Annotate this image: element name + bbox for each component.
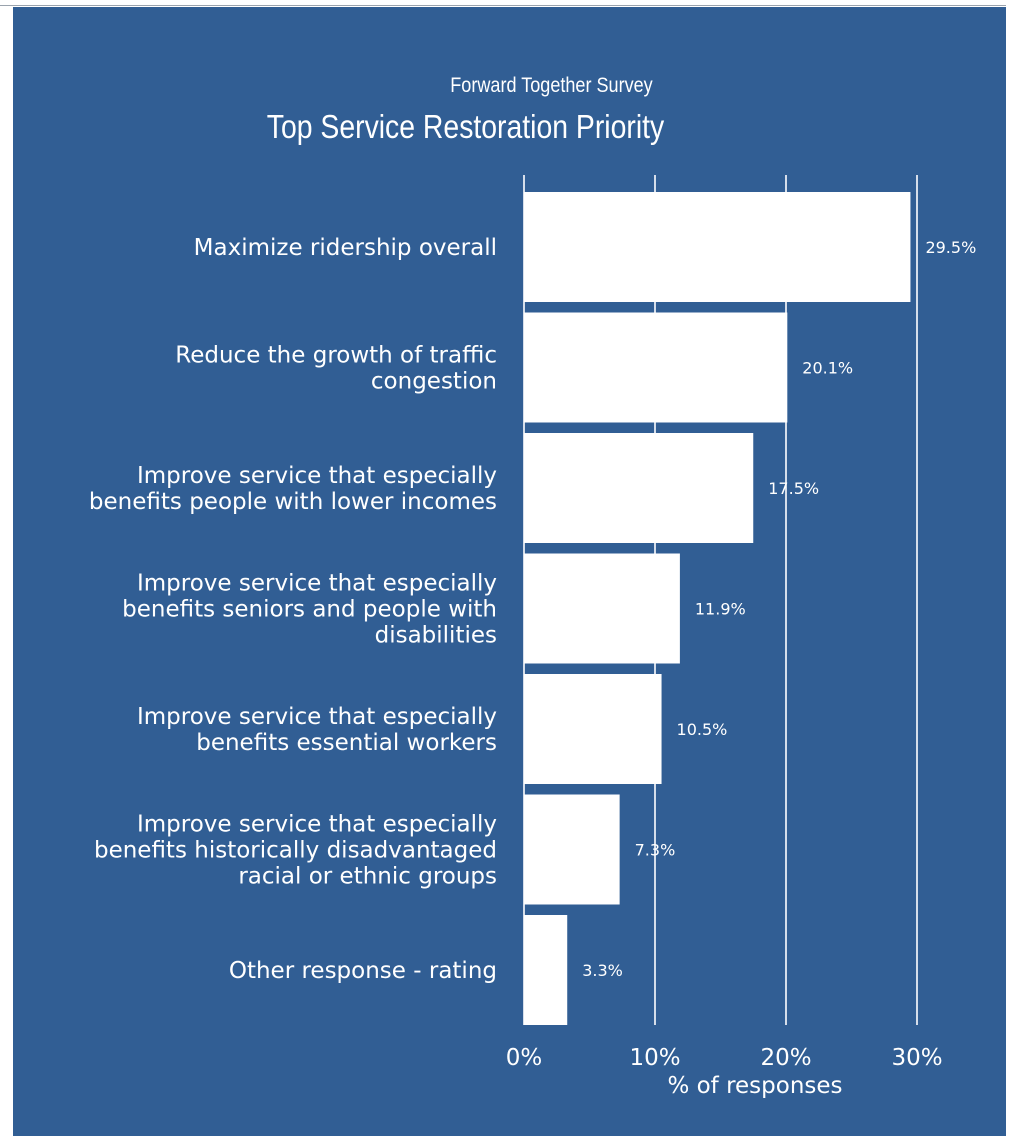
bar [524,794,620,905]
category-label: Improve service that especially [137,812,497,838]
data-label: 11.9% [695,600,746,619]
category-label: benefits essential workers [196,730,497,756]
tick-label: 20% [760,1045,811,1071]
bar [524,312,788,423]
data-label: 7.3% [635,841,676,860]
data-label: 20.1% [802,359,853,378]
tick-label: 30% [891,1045,942,1071]
category-label: Other response - rating [229,958,497,984]
tick-label: 10% [629,1045,680,1071]
category-label: benefits historically disadvantaged [94,838,497,864]
tick-label: 0% [506,1045,543,1071]
frame-top-border [0,5,1006,6]
chart-title: Top Service Restoration Priority [266,108,665,145]
bar [524,433,754,543]
bar [524,192,911,302]
data-label: 29.5% [925,238,976,257]
bar [524,674,662,784]
category-label: benefits seniors and people with [122,597,497,623]
category-label: racial or ethnic groups [238,864,497,890]
category-label: Reduce the growth of traffic [175,343,497,369]
category-label: Maximize ridership overall [194,235,497,261]
x-axis-label: % of responses [667,1073,842,1099]
data-label: 10.5% [677,720,728,739]
bar [524,915,568,1025]
category-label: disabilities [375,623,497,649]
chart-subtitle: Forward Together Survey [450,74,653,97]
category-label: Improve service that especially [137,463,497,489]
bar [524,553,680,664]
category-label: benefits people with lower incomes [89,489,497,515]
data-label: 17.5% [768,479,819,498]
category-label: Improve service that especially [137,704,497,730]
category-label: congestion [371,369,497,395]
data-label: 3.3% [582,961,623,980]
category-label: Improve service that especially [137,571,497,597]
